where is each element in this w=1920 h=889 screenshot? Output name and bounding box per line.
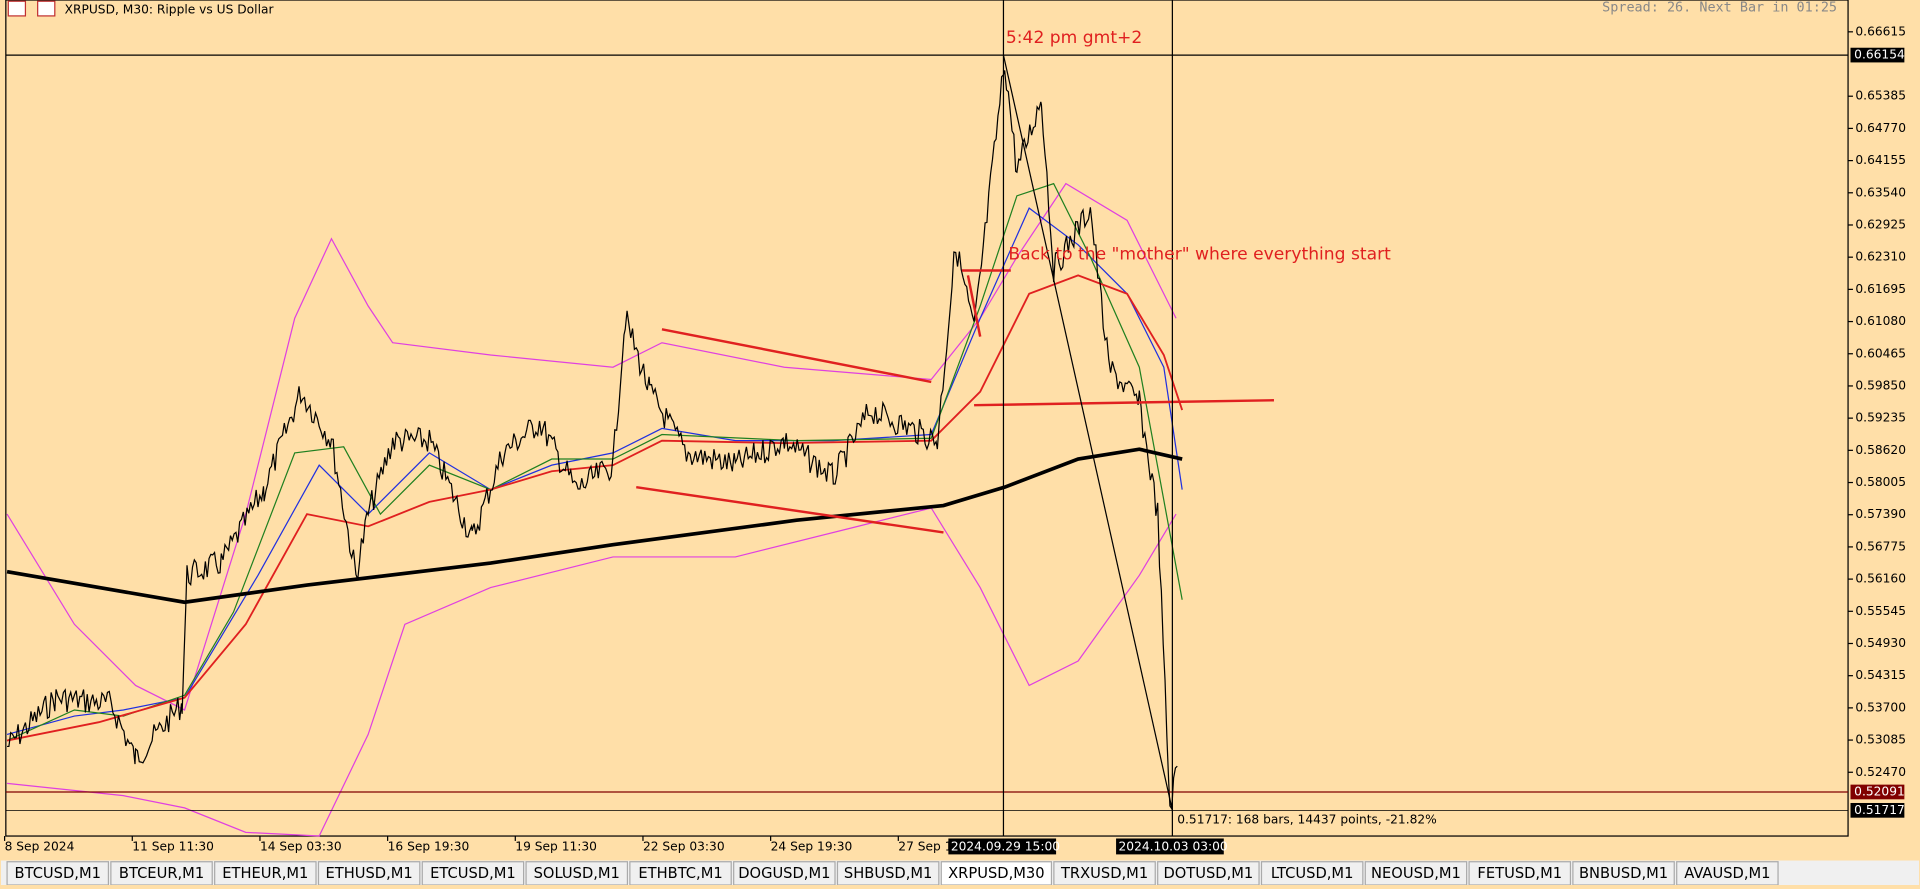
price-marker: [1850, 784, 1905, 800]
price-label: 0.55545: [1855, 604, 1906, 618]
price-label: 0.64770: [1855, 121, 1906, 135]
time-label: 24 Sep 19:30: [771, 840, 853, 854]
price-highlight: 0.66154: [1854, 48, 1905, 62]
price-label: 0.64155: [1855, 153, 1906, 167]
tab-label[interactable]: DOGUSD,M1: [738, 865, 830, 882]
tab-label[interactable]: ETHUSD,M1: [326, 865, 413, 882]
trendline: [661, 328, 932, 384]
price-label: 0.59235: [1855, 411, 1906, 425]
measure-label: 0.51717: 168 bars, 14437 points, -21.82%: [1177, 813, 1437, 827]
tab-label[interactable]: BTCUSD,M1: [15, 865, 101, 882]
tab-label[interactable]: AVAUSD,M1: [1684, 865, 1770, 882]
time-highlight: 2024.09.29 15:00: [951, 840, 1060, 854]
annotation: 5:42 pm gmt+2: [1006, 28, 1142, 48]
symbol-title: XRPUSD, M30: Ripple vs US Dollar: [65, 2, 275, 16]
price-marker: [1850, 47, 1905, 63]
tab-label[interactable]: XRPUSD,M30: [948, 865, 1044, 882]
tab-label[interactable]: SOLUSD,M1: [534, 865, 620, 882]
price-label: 0.54930: [1855, 636, 1906, 650]
time-label: 19 Sep 11:30: [515, 840, 597, 854]
tab-label[interactable]: FETUSD,M1: [1477, 865, 1562, 882]
tab-label[interactable]: BTCEUR,M1: [119, 865, 204, 882]
icon: [37, 0, 56, 17]
tab-label[interactable]: ETHBTC,M1: [638, 865, 722, 882]
measure-diagonal: [1002, 54, 1173, 811]
price-marker: [1850, 802, 1905, 818]
icon: [7, 0, 27, 17]
tab-label[interactable]: ETHEUR,M1: [222, 865, 308, 882]
ma-green: [6, 182, 1183, 742]
time-marker: [948, 838, 1057, 855]
price-label: 0.56775: [1855, 539, 1906, 553]
trendline: [966, 275, 982, 337]
price-label: 0.62925: [1855, 217, 1906, 231]
bollinger-upper: [6, 182, 1177, 711]
price-label: 0.54315: [1855, 668, 1906, 682]
price-label: 0.53085: [1855, 733, 1906, 747]
price-highlight: 0.51717: [1854, 803, 1905, 817]
tab-label[interactable]: LTCUSD,M1: [1271, 865, 1354, 882]
time-label: 22 Sep 03:30: [643, 840, 725, 854]
bollinger-lower: [7, 507, 1177, 837]
time-label: 14 Sep 03:30: [260, 840, 342, 854]
tab-label[interactable]: TRXUSD,M1: [1060, 865, 1148, 882]
price-label: 0.61695: [1855, 282, 1906, 296]
tab-label[interactable]: ETCUSD,M1: [430, 865, 516, 882]
price-label: 0.61080: [1855, 314, 1906, 328]
price-label: 0.57390: [1855, 507, 1906, 521]
ma-black: [6, 447, 1183, 605]
price-highlight: 0.52091: [1854, 784, 1905, 798]
tab-label[interactable]: BNBUSD,M1: [1579, 865, 1668, 882]
price-label: 0.58620: [1855, 443, 1906, 457]
time-highlight: 2024.10.03 03:00: [1119, 840, 1228, 854]
trendline: [974, 399, 1274, 407]
price-label: 0.65385: [1855, 89, 1906, 103]
price-label: 0.53700: [1855, 700, 1906, 714]
price-label: 0.63540: [1855, 185, 1906, 199]
trendline: [636, 485, 944, 534]
tab-label[interactable]: NEOUSD,M1: [1371, 865, 1461, 882]
ma-red: [6, 274, 1184, 742]
time-marker: [1116, 838, 1224, 855]
spread-info: Spread: 26. Next Bar in 01:25: [1602, 0, 1837, 15]
tab-label[interactable]: DOTUSD,M1: [1163, 865, 1253, 882]
price-label: 0.62310: [1855, 250, 1906, 264]
indicators: [6, 182, 1184, 837]
tab-label[interactable]: SHBUSD,M1: [844, 865, 932, 882]
price-label: 0.56160: [1855, 572, 1906, 586]
trendlines: [636, 269, 1274, 534]
price-label: 0.60465: [1855, 346, 1906, 360]
price-label: 0.58005: [1855, 475, 1906, 489]
price-label: 0.59850: [1855, 378, 1906, 392]
time-label: 27 Sep 1: [898, 840, 952, 854]
price-label: 0.66615: [1855, 24, 1906, 38]
time-label: 16 Sep 19:30: [388, 840, 470, 854]
price-label: 0.52470: [1855, 765, 1906, 779]
price-line: [7, 70, 1178, 811]
time-label: 8 Sep 2024: [5, 840, 75, 854]
time-label: 11 Sep 11:30: [132, 840, 214, 854]
annotation: Back to the "mother" where everything st…: [1008, 245, 1391, 265]
